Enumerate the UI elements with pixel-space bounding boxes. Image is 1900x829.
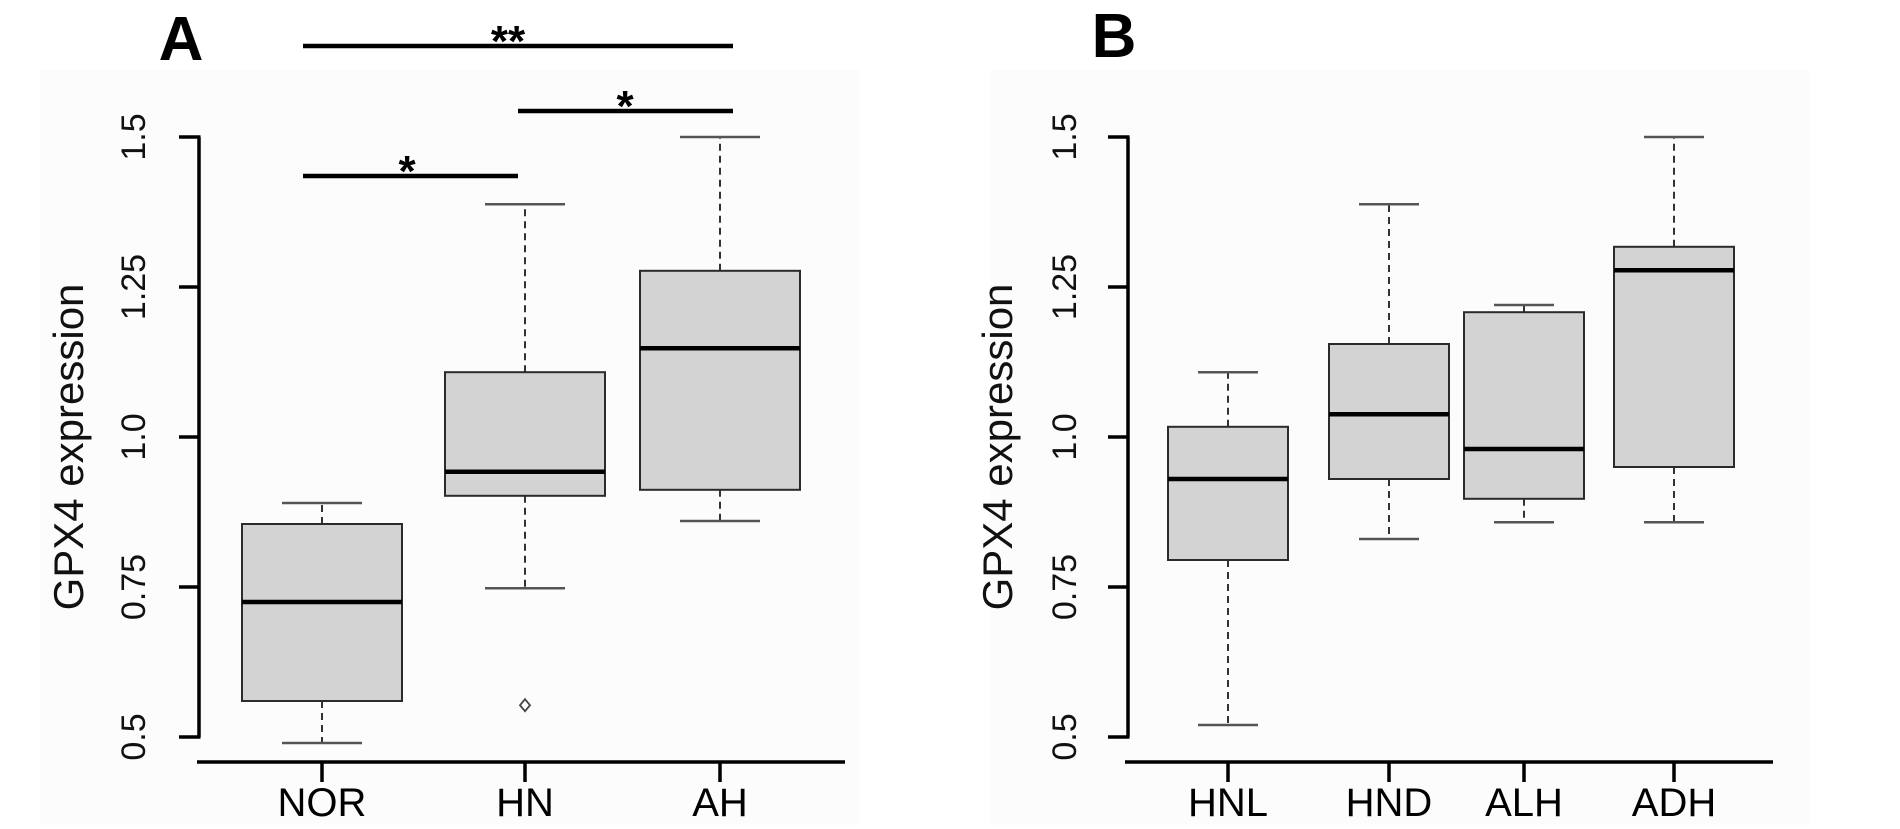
box-ah bbox=[639, 135, 801, 523]
y-tick-label: 1.0 bbox=[1046, 413, 1084, 460]
x-tick-label: AH bbox=[692, 781, 748, 825]
iqr-box bbox=[444, 371, 606, 497]
y-tick-label: 0.5 bbox=[1046, 713, 1084, 760]
iqr-box bbox=[1463, 311, 1585, 500]
x-tick-label: HNL bbox=[1188, 781, 1268, 825]
y-tick-label: 1.0 bbox=[115, 413, 153, 460]
y-tick-label: 0.75 bbox=[1046, 554, 1084, 620]
y-axis-label: GPX4 expression bbox=[45, 284, 92, 611]
panel-label: A bbox=[159, 5, 204, 74]
y-tick-label: 1.25 bbox=[115, 254, 153, 320]
box-hn bbox=[444, 202, 606, 713]
y-tick-label: 0.5 bbox=[115, 713, 153, 760]
box-hnd bbox=[1328, 202, 1450, 541]
y-tick-label: 1.25 bbox=[1046, 254, 1084, 320]
box-hnl bbox=[1167, 370, 1289, 727]
iqr-box bbox=[1167, 425, 1289, 561]
x-tick-label: NOR bbox=[278, 781, 367, 825]
x-tick-label: HN bbox=[496, 781, 554, 825]
iqr-box bbox=[639, 269, 801, 491]
significance-label: * bbox=[616, 82, 634, 131]
x-tick-label: ALH bbox=[1485, 781, 1563, 825]
significance-label: * bbox=[398, 147, 416, 196]
x-tick-label: HND bbox=[1346, 781, 1433, 825]
iqr-box bbox=[1613, 245, 1735, 468]
y-tick-label: 1.5 bbox=[1046, 113, 1084, 160]
y-tick-label: 0.75 bbox=[115, 554, 153, 620]
panel-b: B 0.5 0.75 1.0 1.25 1.5 GPX4 expression HNL HND A… bbox=[974, 2, 1810, 825]
significance-label: ** bbox=[491, 17, 526, 66]
y-axis-label: GPX4 expression bbox=[974, 284, 1021, 611]
box-alh bbox=[1463, 303, 1585, 524]
iqr-box bbox=[1328, 343, 1450, 480]
panel-label: B bbox=[1092, 2, 1137, 71]
iqr-box bbox=[241, 523, 403, 702]
box-adh bbox=[1613, 135, 1735, 524]
x-tick-label: ADH bbox=[1632, 781, 1716, 825]
box-nor bbox=[241, 501, 403, 745]
y-tick-label: 1.5 bbox=[115, 113, 153, 160]
outlier-point bbox=[518, 697, 532, 713]
panel-a: A 0.5 0.75 1.0 1.25 1.5 GPX4 expression NOR HN AH… bbox=[40, 5, 860, 825]
